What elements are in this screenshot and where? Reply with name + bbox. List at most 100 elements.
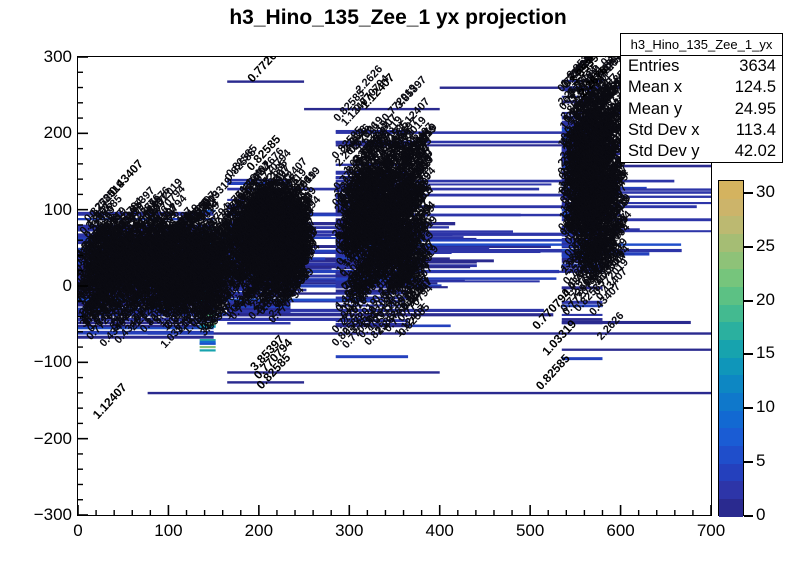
heatmap-band — [561, 218, 711, 222]
heatmap-band — [227, 322, 291, 325]
color-scale-cell — [719, 463, 743, 482]
heatmap-band — [78, 218, 214, 221]
heatmap-band — [561, 313, 603, 316]
heatmap-band — [227, 254, 291, 258]
heatmap-band — [335, 206, 409, 210]
heatmap-band — [78, 265, 214, 268]
heatmap-band — [335, 234, 409, 237]
color-scale-tick-label: 25 — [756, 236, 775, 256]
heatmap-band — [227, 226, 414, 229]
heatmap-band — [78, 211, 214, 215]
heatmap-band — [78, 213, 214, 216]
heatmap-band — [199, 317, 216, 320]
x-tick-label: 400 — [426, 521, 454, 541]
heatmap-band — [78, 335, 214, 339]
heatmap-band — [561, 231, 603, 235]
heatmap-band — [199, 311, 216, 314]
heatmap-band — [227, 181, 291, 185]
heatmap-band — [335, 183, 552, 186]
heatmap-band — [561, 250, 603, 254]
heatmap-band — [335, 253, 409, 257]
heatmap-band — [199, 240, 216, 243]
heatmap-band — [335, 304, 409, 307]
heatmap-band — [561, 174, 603, 177]
stats-row-value: 3634 — [739, 56, 776, 77]
heatmap-band — [78, 303, 214, 307]
heatmap-band — [561, 300, 603, 304]
heatmap-band — [561, 158, 603, 161]
heatmap-band — [561, 318, 603, 321]
heatmap-band — [561, 187, 603, 190]
heatmap-band — [227, 291, 291, 294]
heatmap-band — [335, 238, 409, 242]
heatmap-band — [227, 268, 291, 272]
color-scale-cell — [719, 234, 743, 252]
heatmap-band — [227, 261, 291, 265]
heatmap-band — [335, 286, 409, 289]
heatmap-band — [78, 283, 214, 286]
heatmap-band — [227, 235, 291, 239]
y-tick-label: −100 — [34, 352, 72, 372]
heatmap-band — [78, 284, 214, 289]
heatmap-band — [227, 257, 326, 261]
heatmap-band — [78, 249, 362, 253]
heatmap-band — [561, 195, 711, 198]
heatmap-band — [561, 201, 711, 205]
heatmap-band — [335, 140, 605, 144]
heatmap-band — [78, 289, 214, 293]
heatmap-band — [335, 179, 675, 183]
heatmap-band — [561, 168, 603, 171]
heatmap-band — [561, 240, 603, 244]
color-scale-tick-label: 15 — [756, 343, 775, 363]
heatmap-band — [335, 221, 409, 225]
y-tick-label: 0 — [63, 276, 72, 296]
x-tick-label: 300 — [335, 521, 363, 541]
heatmap-band — [227, 271, 291, 275]
heatmap-band — [335, 205, 697, 209]
heatmap-band — [561, 230, 711, 233]
heatmap-band — [227, 305, 291, 309]
heatmap-band — [335, 260, 409, 264]
heatmap-band — [78, 324, 214, 328]
heatmap-band — [78, 266, 214, 270]
heatmap-band — [335, 280, 409, 284]
heatmap-band — [335, 229, 409, 233]
y-axis-labels: −300 −200 −100 0 100 200 300 — [0, 0, 72, 572]
heatmap-band — [304, 107, 440, 111]
heatmap-band — [78, 259, 214, 263]
heatmap-band — [561, 164, 711, 168]
heatmap-band — [561, 269, 603, 273]
heatmap-band — [78, 271, 214, 275]
heatmap-band — [335, 211, 409, 215]
heatmap-band — [561, 243, 603, 246]
color-scale-cell — [719, 481, 743, 500]
stats-row-label: Mean x — [628, 77, 682, 98]
heatmap-band — [199, 227, 216, 230]
heatmap-band — [199, 342, 216, 345]
heatmap-band — [561, 268, 603, 272]
heatmap-band — [199, 296, 216, 299]
x-tick-label: 100 — [154, 521, 182, 541]
heatmap-band — [335, 323, 409, 326]
heatmap-band — [561, 259, 603, 263]
heatmap-band — [227, 307, 291, 310]
heatmap-band — [78, 247, 214, 251]
color-scale-cell — [719, 251, 743, 270]
heatmap-band — [78, 331, 214, 335]
heatmap-band — [335, 259, 409, 262]
color-scale-tick-label: 10 — [756, 397, 775, 417]
heatmap-band — [199, 282, 216, 285]
heatmap-band — [335, 355, 409, 359]
color-scale-cell — [719, 375, 743, 394]
bin-value-label: 0.43407 — [106, 156, 146, 198]
stats-box[interactable]: h3_Hino_135_Zee_1_yx Entries 3634 Mean x 12… — [620, 33, 783, 164]
color-scale-bar — [718, 180, 744, 517]
heatmap-band — [199, 288, 216, 291]
color-scale-cell — [719, 181, 743, 199]
color-scale-tick-label: 30 — [756, 182, 775, 202]
stats-row-label: Std Dev x — [628, 120, 700, 141]
heatmap-band — [227, 274, 291, 278]
heatmap-band — [561, 304, 603, 308]
heatmap-band — [335, 319, 409, 323]
heatmap-band — [227, 198, 291, 201]
